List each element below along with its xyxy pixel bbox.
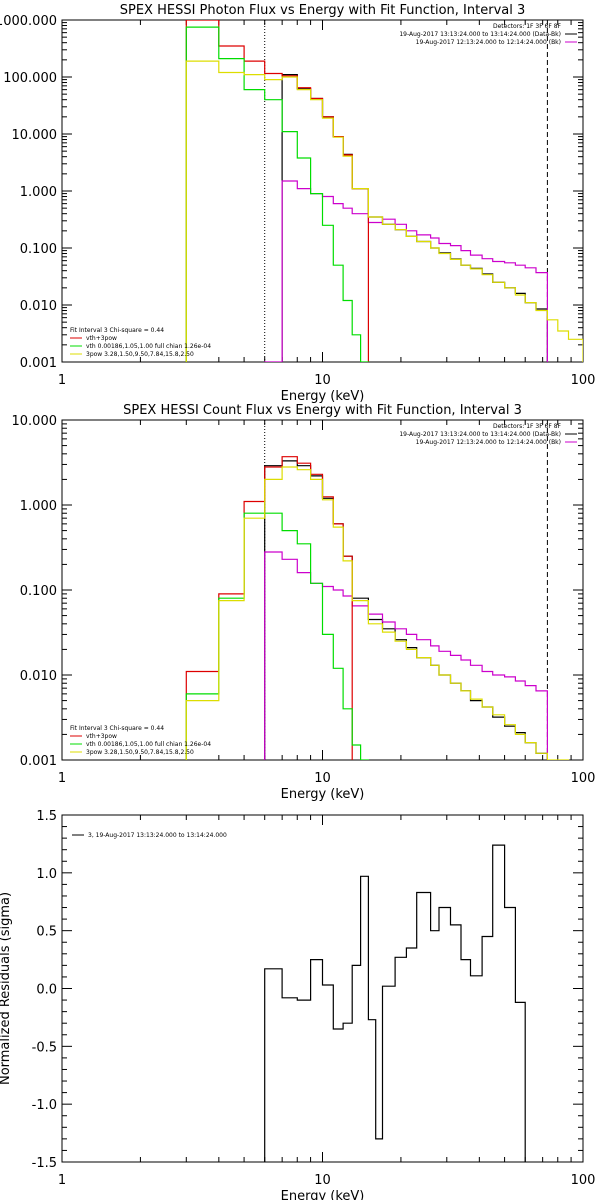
y-tick-label: 1.000 [20,499,57,514]
chart-title: SPEX HESSI Count Flux vs Energy with Fit… [123,403,522,418]
y-tick-label: -0.5 [32,1040,57,1055]
legend-top-entry: 19-Aug-2017 13:13:24.000 to 13:14:24.000… [399,431,561,438]
y-tick-label: -1.0 [32,1098,57,1113]
legend-bottom-entry: Fit Interval 3 Chi-square = 0.44 [70,725,164,732]
series-line-3 [185,20,369,362]
y-tick-label: 10.000 [12,128,58,143]
series-line-1 [264,844,526,1162]
x-tick-label: 100 [571,373,596,388]
series-line-4 [185,26,369,362]
y-tick-label: 0.001 [20,356,57,371]
y-tick-label: 0.010 [20,669,57,684]
chart-title: SPEX HESSI Photon Flux vs Energy with Fi… [120,3,526,18]
chart-panel-1: 1 10 100 1000.000 100.000 10.000 1.000 0.100 0.0… [0,3,595,404]
legend-top-entry: Detectors: 1F 3F 6F 8F [493,23,562,30]
y-tick-label: 1000.000 [0,14,57,29]
legend-top-entry: 19-Aug-2017 12:13:24.000 to 12:14:24.000… [416,39,561,46]
legend-bottom-entry: vth+3pow [86,733,117,740]
y-tick-label: 1.0 [36,867,57,882]
x-tick-label: 1 [58,1173,66,1188]
legend-top-entry: Detectors: 1F 3F 6F 8F [493,423,562,430]
y-tick-label: 0.010 [20,299,57,314]
y-tick-label: 0.100 [20,242,57,257]
legend-entry: 3, 19-Aug-2017 13:13:24.000 to 13:14:24.… [88,832,227,839]
y-tick-label: -1.5 [32,1156,57,1171]
legend-bottom-entry: vth+3pow [86,335,117,342]
chart-panel-2: 1 10 100 10.000 1.000 0.100 0.010 0.001 SPEX HES… [12,403,596,802]
x-tick-label: 10 [314,1173,331,1188]
legend-top-entry: 19-Aug-2017 12:13:24.000 to 12:14:24.000… [416,439,561,446]
y-tick-label: 0.100 [20,584,57,599]
y-tick-label: 10.000 [12,414,58,429]
y-tick-label: 0.001 [20,754,57,769]
legend-bottom-entry: 3pow 3.28,1.50,9.50,7.84,15.8,2.50 [86,351,194,358]
x-tick-label: 1 [58,373,66,388]
legend-bottom-entry: vth 0.00186,1.05,1.00 full chian 1.26e-0… [86,343,211,350]
series-line-5 [185,60,583,362]
legend-bottom-entry: 3pow 3.28,1.50,9.50,7.84,15.8,2.50 [86,749,194,756]
legend-bottom-entry: Fit Interval 3 Chi-square = 0.44 [70,327,164,334]
x-tick-label: 1 [58,771,66,786]
legend-bottom-entry: vth 0.00186,1.05,1.00 full chian 1.26e-0… [86,741,211,748]
y-tick-label: 1.000 [20,185,57,200]
y-axis-label: Normalized Residuals (sigma) [0,892,13,1085]
x-tick-label: 100 [571,771,596,786]
y-tick-label: 100.000 [3,71,57,86]
x-tick-label: 10 [314,373,331,388]
x-axis-label: Energy (keV) [281,787,365,802]
series-line-3 [185,456,353,760]
x-tick-label: 100 [571,1173,596,1188]
x-axis-label: Energy (keV) [281,389,365,404]
y-tick-label: 1.5 [36,809,57,824]
series-line-5 [185,466,570,760]
x-tick-label: 10 [314,771,331,786]
x-axis-label: Energy (keV) [281,1189,365,1200]
y-tick-label: 0.0 [36,983,57,998]
legend-top-entry: 19-Aug-2017 13:13:24.000 to 13:14:24.000… [399,31,561,38]
y-tick-label: 0.5 [36,925,57,940]
